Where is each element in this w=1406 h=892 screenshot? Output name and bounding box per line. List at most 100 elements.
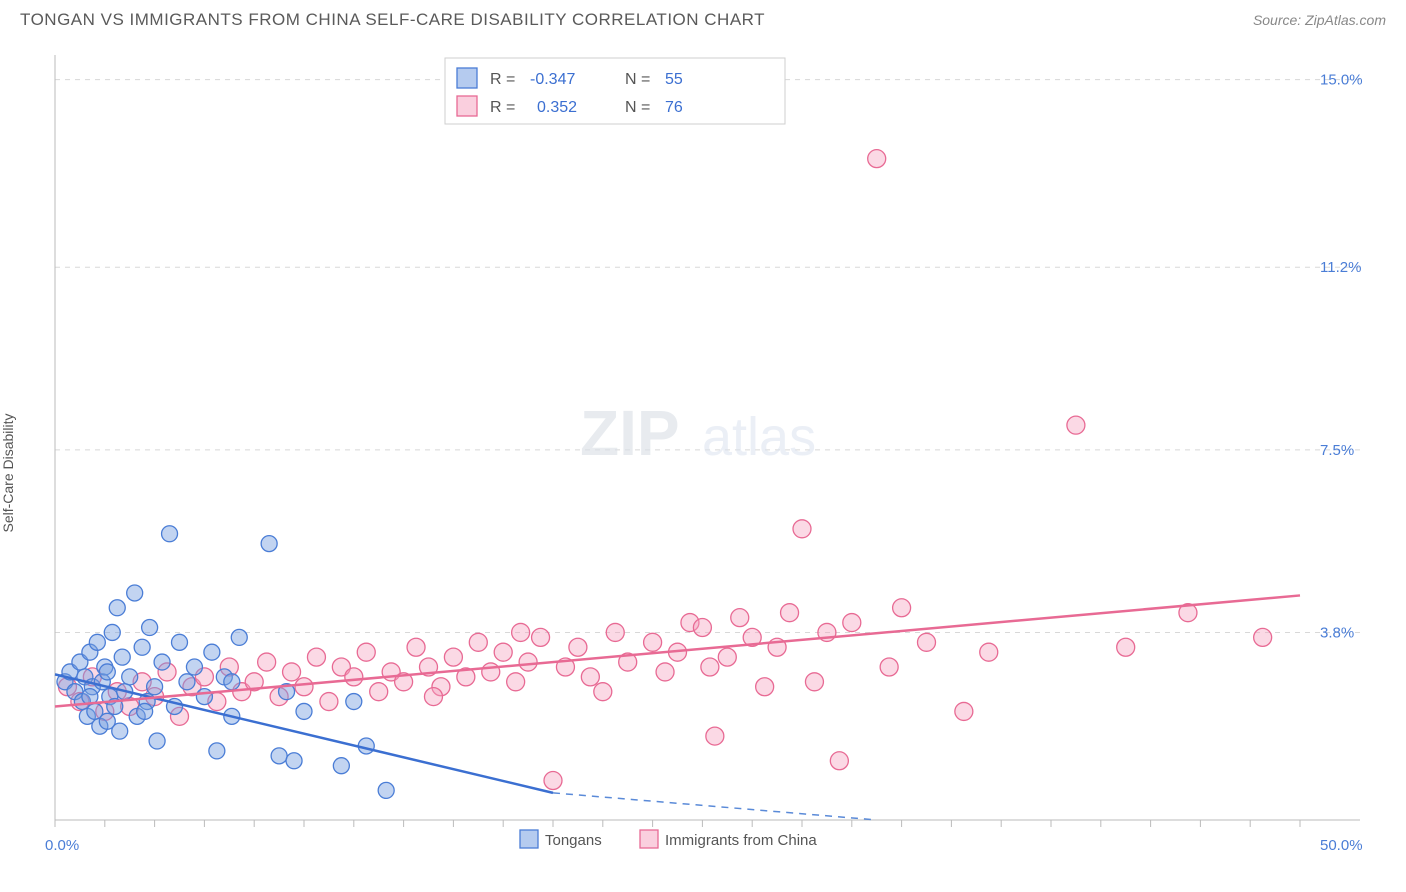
data-point [224, 674, 240, 690]
data-point [122, 669, 138, 685]
legend-n-value: 55 [665, 71, 683, 88]
data-point [295, 678, 313, 696]
legend-swatch-icon [640, 830, 658, 848]
data-point [731, 609, 749, 627]
data-point [104, 624, 120, 640]
data-point [756, 678, 774, 696]
data-point [134, 639, 150, 655]
legend-n-label: N = [625, 71, 650, 88]
data-point [114, 649, 130, 665]
data-point [880, 658, 898, 676]
data-point [494, 643, 512, 661]
data-point [701, 658, 719, 676]
data-point [918, 633, 936, 651]
data-point [320, 693, 338, 711]
y-tick-label: 11.2% [1320, 259, 1361, 276]
data-point [1254, 628, 1272, 646]
data-point [109, 600, 125, 616]
data-point [370, 683, 388, 701]
data-point [581, 668, 599, 686]
data-point [569, 638, 587, 656]
legend-swatch-icon [457, 96, 477, 116]
legend-swatch-icon [520, 830, 538, 848]
chart-title: TONGAN VS IMMIGRANTS FROM CHINA SELF-CAR… [20, 10, 765, 30]
data-point [89, 634, 105, 650]
data-point [656, 663, 674, 681]
data-point [283, 663, 301, 681]
data-point [346, 694, 362, 710]
y-tick-label: 7.5% [1320, 442, 1354, 459]
data-point [718, 648, 736, 666]
data-point [1117, 638, 1135, 656]
x-max-label: 50.0% [1320, 837, 1363, 854]
data-point [693, 619, 711, 637]
trend-line-pink [55, 595, 1300, 706]
data-point [781, 604, 799, 622]
data-point [154, 654, 170, 670]
data-point [142, 620, 158, 636]
watermark-text: ZIP [580, 397, 680, 469]
data-point [482, 663, 500, 681]
data-point [868, 150, 886, 168]
data-point [378, 782, 394, 798]
data-point [357, 643, 375, 661]
data-point [606, 623, 624, 641]
legend-series-label: Immigrants from China [665, 832, 817, 849]
data-point [261, 536, 277, 552]
x-min-label: 0.0% [45, 837, 79, 854]
watermark-text: atlas [702, 407, 816, 467]
data-point [258, 653, 276, 671]
data-point [209, 743, 225, 759]
data-point [594, 683, 612, 701]
data-point [424, 688, 442, 706]
data-point [793, 520, 811, 538]
data-point [147, 679, 163, 695]
legend-r-label: R = [490, 71, 515, 88]
legend-series-label: Tongans [545, 832, 602, 849]
data-point [980, 643, 998, 661]
data-point [444, 648, 462, 666]
data-point [271, 748, 287, 764]
data-point [843, 614, 861, 632]
data-point [532, 628, 550, 646]
data-point [307, 648, 325, 666]
data-point [519, 653, 537, 671]
legend-n-label: N = [625, 99, 650, 116]
data-point [512, 623, 530, 641]
data-point [127, 585, 143, 601]
data-point [296, 703, 312, 719]
data-point [805, 673, 823, 691]
legend-r-value: 0.352 [537, 99, 577, 116]
data-point [162, 526, 178, 542]
data-point [333, 758, 349, 774]
data-point [469, 633, 487, 651]
trend-line-blue-dash [553, 793, 877, 820]
data-point [186, 659, 202, 675]
data-point [149, 733, 165, 749]
data-point [955, 702, 973, 720]
data-point [204, 644, 220, 660]
scatter-chart-svg: 3.8%7.5%11.2%15.0%ZIPatlas0.0%50.0%R =-0… [0, 40, 1406, 880]
data-point [345, 668, 363, 686]
y-axis-label: Self-Care Disability [0, 413, 16, 532]
data-point [137, 703, 153, 719]
data-point [99, 664, 115, 680]
data-point [286, 753, 302, 769]
legend-r-label: R = [490, 99, 515, 116]
legend-swatch-icon [457, 68, 477, 88]
legend-n-value: 76 [665, 99, 683, 116]
data-point [196, 689, 212, 705]
data-point [893, 599, 911, 617]
data-point [231, 629, 247, 645]
data-point [1067, 416, 1085, 434]
y-tick-label: 15.0% [1320, 72, 1363, 89]
data-point [507, 673, 525, 691]
data-point [407, 638, 425, 656]
data-point [112, 723, 128, 739]
legend-r-value: -0.347 [530, 71, 575, 88]
data-point [544, 772, 562, 790]
data-point [179, 674, 195, 690]
data-point [644, 633, 662, 651]
data-point [830, 752, 848, 770]
chart-source: Source: ZipAtlas.com [1253, 12, 1386, 28]
